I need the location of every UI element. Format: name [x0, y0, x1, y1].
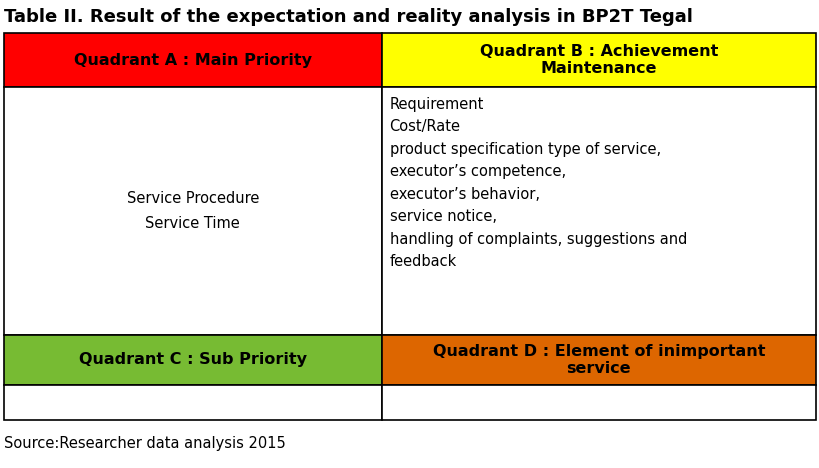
- Bar: [4, 87, 381, 335]
- Text: Requirement
Cost/Rate
product specification type of service,
executor’s competen: Requirement Cost/Rate product specificat…: [389, 97, 686, 269]
- Text: Quadrant A : Main Priority: Quadrant A : Main Priority: [74, 52, 311, 67]
- Bar: [381, 385, 815, 420]
- Bar: [381, 33, 815, 87]
- Text: Quadrant B : Achievement
Maintenance: Quadrant B : Achievement Maintenance: [479, 44, 717, 76]
- Bar: [381, 335, 815, 385]
- Bar: [4, 33, 381, 87]
- Text: Source:Researcher data analysis 2015: Source:Researcher data analysis 2015: [4, 437, 285, 452]
- Text: Quadrant D : Element of inimportant
service: Quadrant D : Element of inimportant serv…: [432, 344, 764, 376]
- Text: Service Procedure
Service Time: Service Procedure Service Time: [126, 191, 259, 231]
- Text: Table II. Result of the expectation and reality analysis in BP2T Tegal: Table II. Result of the expectation and …: [4, 7, 692, 25]
- Bar: [4, 385, 381, 420]
- Text: Quadrant C : Sub Priority: Quadrant C : Sub Priority: [79, 352, 306, 367]
- Bar: [4, 335, 381, 385]
- Bar: [381, 87, 815, 335]
